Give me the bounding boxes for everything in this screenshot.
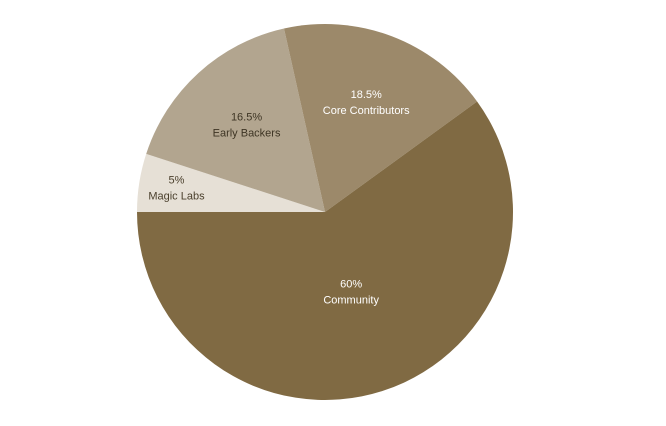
category-label: Core Contributors bbox=[323, 105, 410, 117]
value-label: 18.5% bbox=[351, 89, 382, 101]
pie-slice bbox=[137, 101, 513, 401]
value-label: 60% bbox=[340, 278, 362, 290]
pie-slice bbox=[137, 153, 325, 212]
pie-slice bbox=[146, 28, 325, 212]
pie-slice bbox=[283, 24, 478, 212]
value-label: 5% bbox=[168, 174, 184, 186]
category-label: Community bbox=[323, 294, 379, 306]
category-label: Magic Labs bbox=[148, 190, 205, 202]
category-label: Early Backers bbox=[213, 128, 281, 140]
value-label: 16.5% bbox=[231, 112, 262, 124]
